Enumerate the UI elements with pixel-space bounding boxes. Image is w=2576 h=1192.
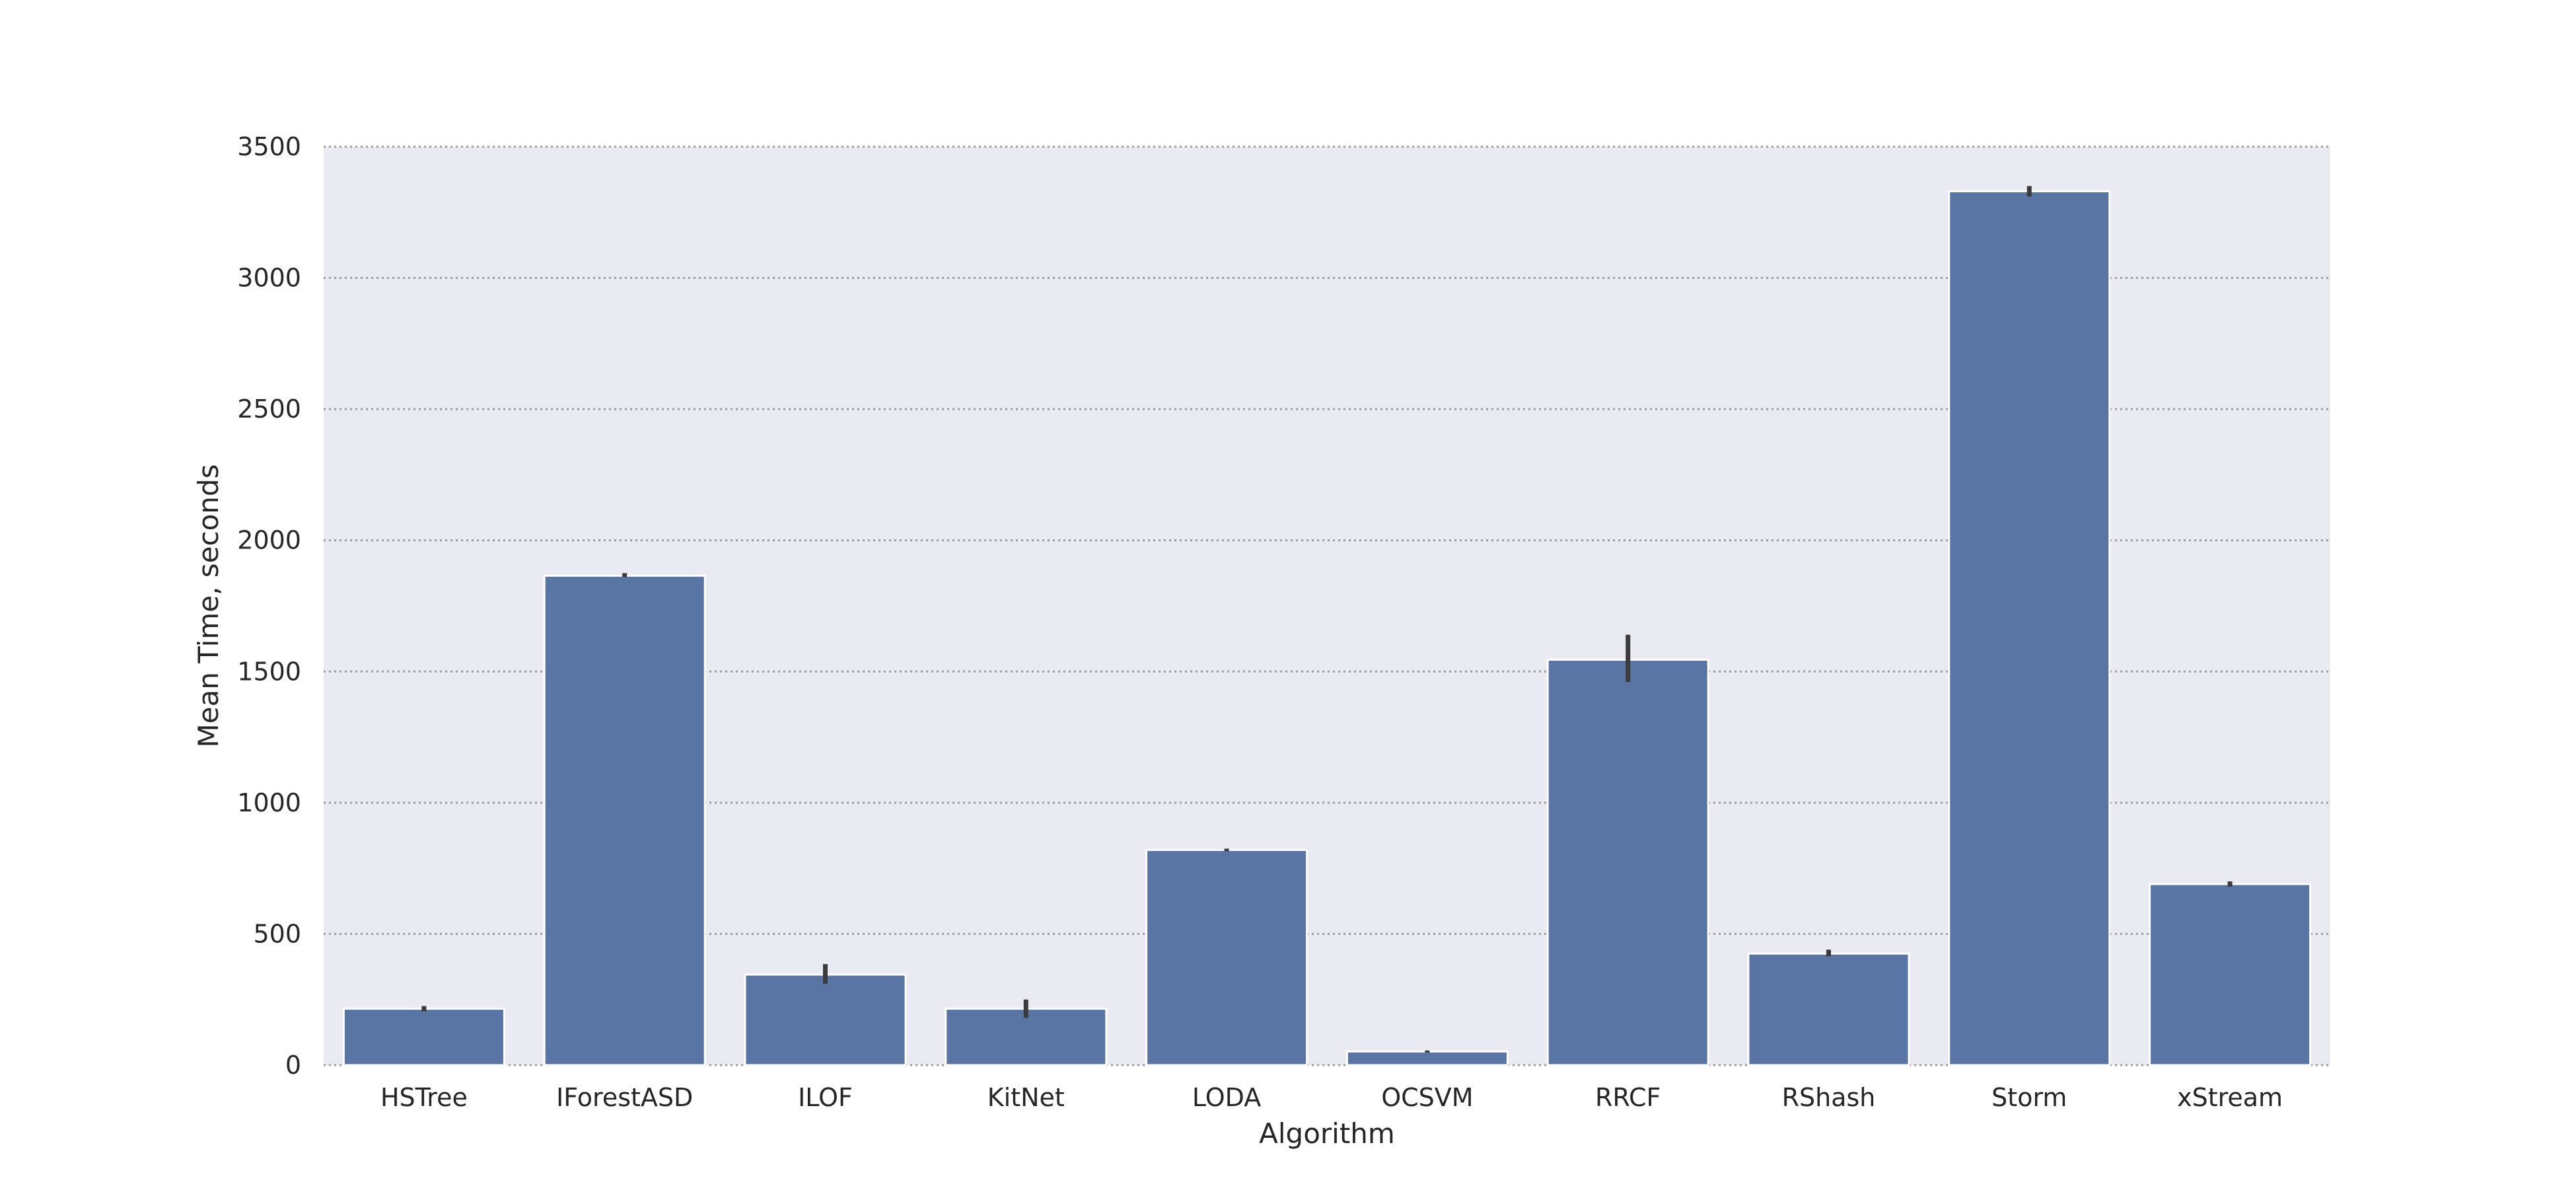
bars (342, 190, 2312, 1066)
bar-storm (1948, 190, 2111, 1066)
x-tick-label: HSTree (380, 1083, 468, 1112)
y-tick-label: 3500 (237, 132, 301, 161)
y-axis-title: Mean Time, seconds (192, 465, 225, 748)
x-tick-label: LODA (1192, 1083, 1261, 1112)
bar-rshash (1747, 952, 1910, 1066)
y-tick-label: 2500 (237, 394, 301, 424)
bar-iforestasd (543, 574, 706, 1066)
x-axis-ticks: HSTree IForestASD ILOF KitNet LODA OCSVM RRCF R… (380, 1083, 2283, 1112)
error-bars (421, 186, 2233, 1053)
x-tick-label: RRCF (1595, 1083, 1661, 1112)
x-tick-label: IForestASD (556, 1083, 693, 1112)
x-tick-label: xStream (2177, 1083, 2283, 1112)
x-tick-label: OCSVM (1381, 1083, 1473, 1112)
y-axis-ticks: 0 500 1000 1500 2000 2500 3000 3500 (237, 132, 301, 1080)
x-tick-label: ILOF (798, 1083, 853, 1112)
y-tick-label: 2000 (237, 526, 301, 555)
x-tick-label: KitNet (987, 1083, 1065, 1112)
y-tick-label: 3000 (237, 264, 301, 293)
y-tick-label: 1500 (237, 657, 301, 686)
bar-rrcf (1546, 658, 1709, 1066)
x-tick-label: RShash (1782, 1083, 1876, 1112)
bar-kitnet (945, 1008, 1108, 1066)
x-tick-label: Storm (1991, 1083, 2067, 1112)
y-tick-label: 500 (253, 919, 301, 948)
x-axis-title: Algorithm (1259, 1117, 1395, 1150)
bar-xstream (2149, 883, 2312, 1066)
bar-ilof (744, 973, 907, 1066)
bar-ocsvm (1345, 1050, 1509, 1066)
y-tick-label: 1000 (237, 788, 301, 817)
bar-hstree (342, 1008, 505, 1066)
y-tick-label: 0 (285, 1051, 301, 1080)
bar-loda (1145, 848, 1308, 1066)
